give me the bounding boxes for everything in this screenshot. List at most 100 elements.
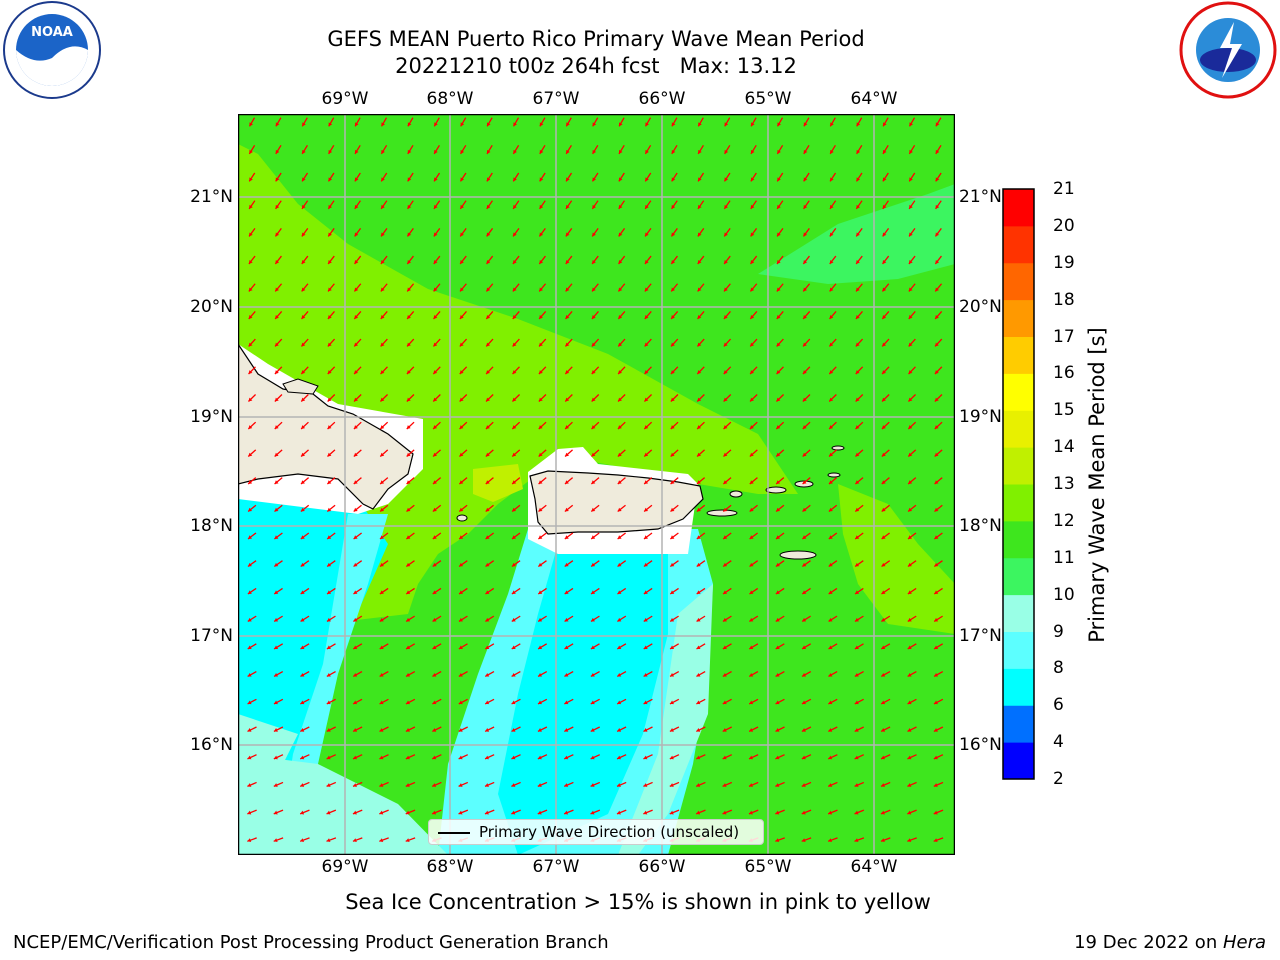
wave-direction-arrow xyxy=(300,366,309,375)
wave-direction-arrow xyxy=(907,421,917,430)
colorbar-segment xyxy=(1003,225,1034,264)
wave-direction-arrow xyxy=(326,615,336,623)
wave-direction-arrow xyxy=(511,560,521,568)
wave-direction-arrow xyxy=(801,615,811,623)
wave-direction-arrow xyxy=(512,283,520,292)
wave-direction-arrow xyxy=(247,504,257,513)
wave-direction-arrow xyxy=(406,449,415,458)
wave-direction-arrow xyxy=(856,144,863,155)
wave-direction-arrow xyxy=(643,421,653,430)
wave-direction-arrow xyxy=(273,726,284,732)
wave-direction-arrow xyxy=(432,421,441,430)
wave-direction-arrow xyxy=(934,477,943,485)
wave-direction-arrow xyxy=(537,781,548,787)
wave-direction-arrow xyxy=(880,698,891,705)
wave-direction-arrow xyxy=(696,394,705,402)
wave-direction-arrow xyxy=(695,754,706,760)
wave-direction-arrow xyxy=(432,670,442,678)
wave-direction-arrow xyxy=(801,587,811,595)
wave-direction-arrow xyxy=(273,587,283,595)
wave-direction-arrow xyxy=(617,394,626,402)
wave-direction-arrow xyxy=(512,200,520,210)
wave-direction-arrow xyxy=(539,144,546,155)
wave-direction-arrow xyxy=(538,421,547,430)
wave-direction-arrow xyxy=(564,366,573,375)
wave-direction-arrow xyxy=(749,283,758,292)
wave-direction-arrow xyxy=(802,338,811,347)
wave-direction-arrow xyxy=(379,421,389,430)
wave-direction-arrow xyxy=(669,670,680,678)
wave-direction-arrow xyxy=(908,338,916,347)
wave-direction-arrow xyxy=(696,726,706,732)
wave-direction-arrow xyxy=(563,754,574,760)
wave-direction-arrow xyxy=(750,117,757,127)
lat-tick-right: 21°N xyxy=(959,187,1002,207)
wave-direction-arrow xyxy=(695,809,706,815)
wave-direction-arrow xyxy=(670,310,679,320)
wave-direction-arrow xyxy=(908,117,916,127)
wave-direction-arrow xyxy=(458,670,468,678)
wave-direction-arrow xyxy=(670,338,679,347)
wave-direction-arrow xyxy=(749,449,758,458)
legend-label: Primary Wave Direction (unscaled) xyxy=(479,823,740,841)
wave-direction-arrow xyxy=(933,698,944,705)
wave-direction-arrow xyxy=(459,227,467,237)
wave-direction-arrow xyxy=(669,560,679,568)
wave-direction-arrow xyxy=(352,726,363,732)
wave-direction-arrow xyxy=(352,754,363,760)
wave-direction-arrow xyxy=(433,227,441,237)
wave-direction-arrow xyxy=(618,117,625,127)
wave-direction-arrow xyxy=(405,670,416,678)
wave-direction-arrow xyxy=(801,698,812,705)
wave-direction-arrow xyxy=(643,615,653,623)
wave-direction-arrow xyxy=(353,560,363,568)
wave-direction-arrow xyxy=(406,227,414,237)
wave-direction-arrow xyxy=(300,670,310,678)
wave-direction-arrow xyxy=(458,477,468,485)
wave-direction-arrow xyxy=(274,366,283,375)
wave-direction-arrow xyxy=(432,366,441,375)
wave-direction-arrow xyxy=(617,421,626,430)
wave-direction-arrow xyxy=(274,283,283,292)
wave-direction-arrow xyxy=(616,698,627,705)
wave-direction-arrow xyxy=(801,643,812,650)
wave-direction-arrow xyxy=(749,587,759,595)
wave-direction-arrow xyxy=(617,477,626,485)
lon-tick-top: 64°W xyxy=(850,89,898,109)
wave-direction-arrow xyxy=(405,698,416,705)
wave-direction-arrow xyxy=(353,477,362,485)
wave-direction-arrow xyxy=(327,421,336,430)
wave-direction-arrow xyxy=(406,394,415,402)
wave-direction-arrow xyxy=(379,754,389,760)
wave-direction-arrow xyxy=(327,394,336,402)
footer-date: 19 Dec 2022 on Hera xyxy=(1074,932,1266,953)
wave-direction-arrow xyxy=(273,560,283,568)
wave-direction-arrow xyxy=(907,394,917,402)
footer-host: Hera xyxy=(1222,932,1266,953)
colorbar-tick: 16 xyxy=(1053,363,1075,384)
wave-direction-arrow xyxy=(486,144,493,155)
wave-direction-arrow xyxy=(537,643,548,650)
wave-direction-arrow xyxy=(485,560,495,568)
legend-line-icon xyxy=(438,832,470,834)
wave-direction-arrow xyxy=(352,698,363,705)
wave-direction-arrow xyxy=(512,310,520,320)
wave-direction-arrow xyxy=(748,726,759,732)
wave-direction-arrow xyxy=(458,754,469,760)
wave-direction-arrow xyxy=(380,172,388,182)
wave-direction-arrow xyxy=(379,643,389,650)
wave-direction-arrow xyxy=(748,809,759,815)
colorbar-tick: 21 xyxy=(1053,179,1075,199)
wave-direction-arrow xyxy=(776,310,784,320)
wave-direction-arrow xyxy=(591,338,600,347)
wave-direction-arrow xyxy=(405,615,415,623)
wave-direction-arrow xyxy=(722,698,732,705)
wave-direction-arrow xyxy=(935,200,942,210)
wave-direction-arrow xyxy=(326,670,336,678)
lat-tick-right: 19°N xyxy=(959,407,1002,427)
wave-direction-arrow xyxy=(854,504,864,513)
wave-direction-arrow xyxy=(432,532,442,540)
wave-direction-arrow xyxy=(644,144,652,155)
wave-direction-arrow xyxy=(724,144,731,155)
wave-direction-arrow xyxy=(247,587,257,595)
